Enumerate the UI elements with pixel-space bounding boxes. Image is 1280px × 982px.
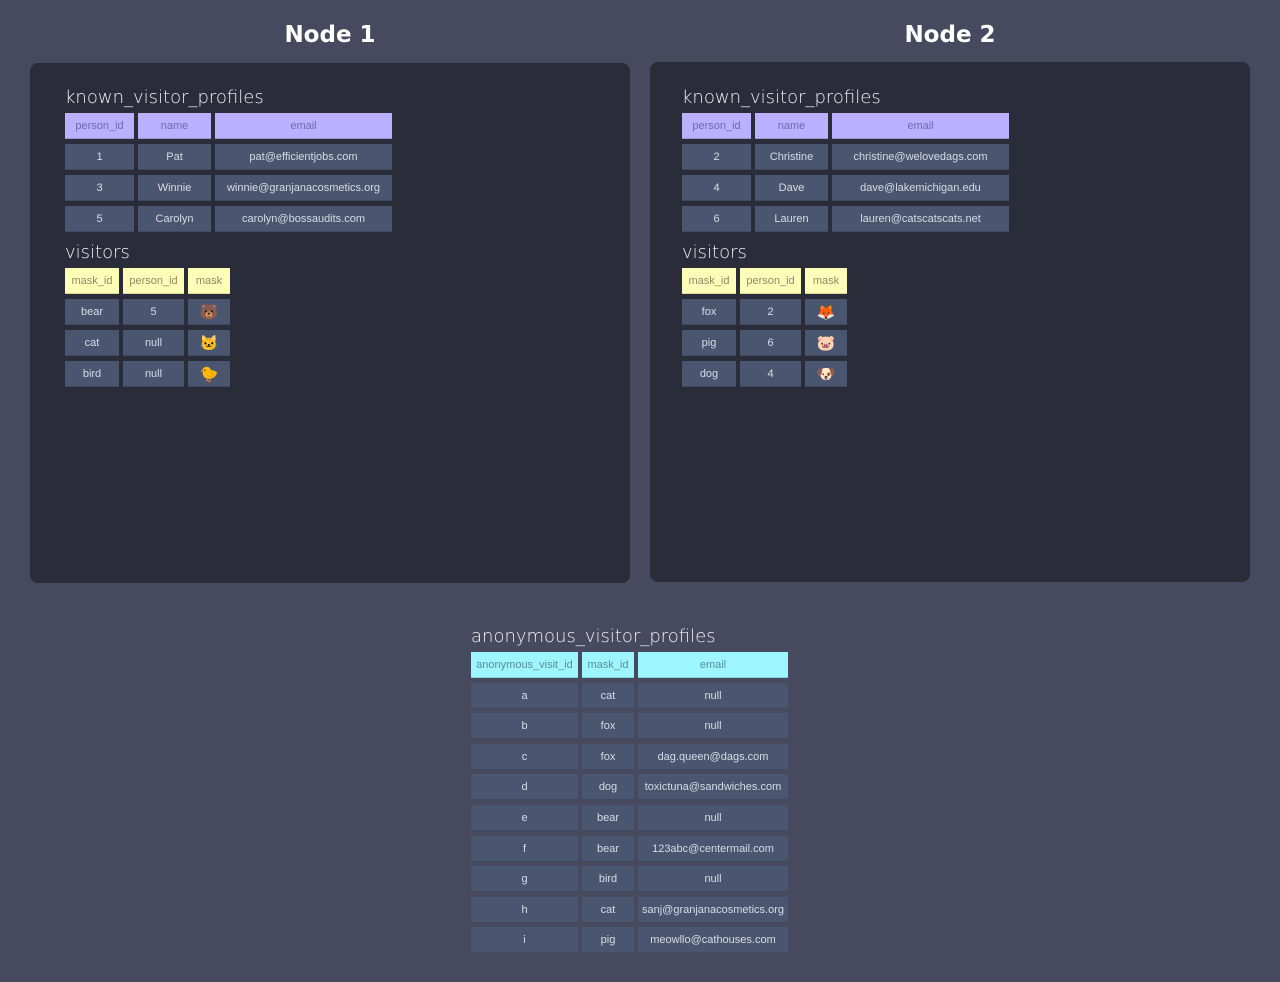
table-cell-mask-id: fox xyxy=(582,743,634,770)
table-cell-person-id: 3 xyxy=(65,175,134,201)
node-2-visitors: visitors mask_id person_id mask fox 2 🦊 pig 6 🐷 do… xyxy=(682,242,847,387)
mask-emoji-icon: 🐱 xyxy=(188,330,230,356)
table-cell-anonymous-visit-id: b xyxy=(471,713,578,740)
table-cell-person-id: 4 xyxy=(682,175,751,201)
column-header-mask: mask xyxy=(805,268,847,294)
table-cell-email: null xyxy=(638,713,788,740)
column-header-email: email xyxy=(832,113,1009,139)
table-cell-person-id: null xyxy=(123,361,184,387)
table-cell-mask-id: bear xyxy=(65,299,119,325)
table-cell-email: null xyxy=(638,804,788,831)
table-cell-email: winnie@granjanacosmetics.org xyxy=(215,175,392,201)
table-cell-person-id: 4 xyxy=(740,361,801,387)
table-cell-name: Carolyn xyxy=(138,206,211,232)
table-cell-mask-id: dog xyxy=(582,774,634,801)
node-1-known-visitor-profiles: known_visitor_profiles person_id name email… xyxy=(65,87,392,232)
table: anonymous_visit_id mask_id email a cat null b f… xyxy=(471,652,788,954)
mask-emoji-icon: 🦊 xyxy=(805,299,847,325)
table-cell-person-id: 2 xyxy=(740,299,801,325)
table-cell-mask-id: pig xyxy=(682,330,736,356)
table-cell-name: Winnie xyxy=(138,175,211,201)
table-title: visitors xyxy=(682,242,747,263)
mask-emoji-icon: 🐷 xyxy=(805,330,847,356)
node-2-known-visitor-profiles: known_visitor_profiles person_id name email… xyxy=(682,87,1009,232)
column-header-person-id: person_id xyxy=(740,268,801,294)
node-1-title: Node 1 xyxy=(284,22,376,48)
table-cell-anonymous-visit-id: h xyxy=(471,896,578,923)
table-cell-person-id: 2 xyxy=(682,144,751,170)
mask-emoji-icon: 🐶 xyxy=(805,361,847,387)
anonymous-visitor-profiles: anonymous_visitor_profiles anonymous_visi… xyxy=(471,626,788,954)
table-cell-name: Christine xyxy=(755,144,828,170)
table-cell-mask-id: cat xyxy=(582,682,634,709)
table-cell-mask-id: cat xyxy=(582,896,634,923)
table-cell-anonymous-visit-id: a xyxy=(471,682,578,709)
table-title: anonymous_visitor_profiles xyxy=(471,626,716,647)
table-cell-mask-id: dog xyxy=(682,361,736,387)
table-cell-email: dag.queen@dags.com xyxy=(638,743,788,770)
table-cell-name: Lauren xyxy=(755,206,828,232)
mask-emoji-icon: 🐻 xyxy=(188,299,230,325)
table: mask_id person_id mask fox 2 🦊 pig 6 🐷 dog 4 🐶 xyxy=(682,268,847,387)
table-cell-anonymous-visit-id: e xyxy=(471,804,578,831)
table-cell-email: pat@efficientjobs.com xyxy=(215,144,392,170)
table-title: known_visitor_profiles xyxy=(682,87,881,108)
table-cell-name: Dave xyxy=(755,175,828,201)
column-header-name: name xyxy=(755,113,828,139)
table-cell-person-id: null xyxy=(123,330,184,356)
column-header-mask-id: mask_id xyxy=(65,268,119,294)
table-cell-mask-id: pig xyxy=(582,927,634,954)
table-cell-email: christine@welovedags.com xyxy=(832,144,1009,170)
table-cell-email: dave@lakemichigan.edu xyxy=(832,175,1009,201)
table-cell-mask-id: fox xyxy=(582,713,634,740)
table-cell-email: 123abc@centermail.com xyxy=(638,835,788,862)
table-cell-anonymous-visit-id: c xyxy=(471,743,578,770)
table-cell-mask-id: bear xyxy=(582,804,634,831)
column-header-email: email xyxy=(215,113,392,139)
table-cell-mask-id: bird xyxy=(65,361,119,387)
table-title: known_visitor_profiles xyxy=(65,87,264,108)
column-header-mask-id: mask_id xyxy=(682,268,736,294)
table-cell-email: sanj@granjanacosmetics.org xyxy=(638,896,788,923)
mask-emoji-icon: 🐤 xyxy=(188,361,230,387)
column-header-person-id: person_id xyxy=(65,113,134,139)
table-cell-mask-id: bear xyxy=(582,835,634,862)
table-cell-mask-id: bird xyxy=(582,866,634,893)
table-cell-anonymous-visit-id: g xyxy=(471,866,578,893)
column-header-mask: mask xyxy=(188,268,230,294)
column-header-person-id: person_id xyxy=(682,113,751,139)
table-cell-email: carolyn@bossaudits.com xyxy=(215,206,392,232)
table-cell-person-id: 6 xyxy=(682,206,751,232)
table-cell-person-id: 5 xyxy=(65,206,134,232)
table-cell-email: null xyxy=(638,682,788,709)
table-cell-email: lauren@catscatscats.net xyxy=(832,206,1009,232)
table: mask_id person_id mask bear 5 🐻 cat null 🐱 bird nu… xyxy=(65,268,230,387)
table-cell-person-id: 5 xyxy=(123,299,184,325)
table-cell-mask-id: cat xyxy=(65,330,119,356)
table-cell-email: toxictuna@sandwiches.com xyxy=(638,774,788,801)
column-header-anonymous-visit-id: anonymous_visit_id xyxy=(471,652,578,678)
column-header-person-id: person_id xyxy=(123,268,184,294)
table-cell-anonymous-visit-id: i xyxy=(471,927,578,954)
table-cell-name: Pat xyxy=(138,144,211,170)
column-header-name: name xyxy=(138,113,211,139)
table-cell-anonymous-visit-id: d xyxy=(471,774,578,801)
table: person_id name email 2 Christine christine@we… xyxy=(682,113,1009,232)
table-cell-mask-id: fox xyxy=(682,299,736,325)
node-2-title: Node 2 xyxy=(904,22,996,48)
node-1-visitors: visitors mask_id person_id mask bear 5 🐻 cat nul… xyxy=(65,242,230,387)
table-cell-email: null xyxy=(638,866,788,893)
table-cell-person-id: 1 xyxy=(65,144,134,170)
table-cell-person-id: 6 xyxy=(740,330,801,356)
table-cell-anonymous-visit-id: f xyxy=(471,835,578,862)
table-title: visitors xyxy=(65,242,130,263)
column-header-mask-id: mask_id xyxy=(582,652,634,678)
table-cell-email: meowllo@cathouses.com xyxy=(638,927,788,954)
table: person_id name email 1 Pat pat@efficientjobs.… xyxy=(65,113,392,232)
column-header-email: email xyxy=(638,652,788,678)
